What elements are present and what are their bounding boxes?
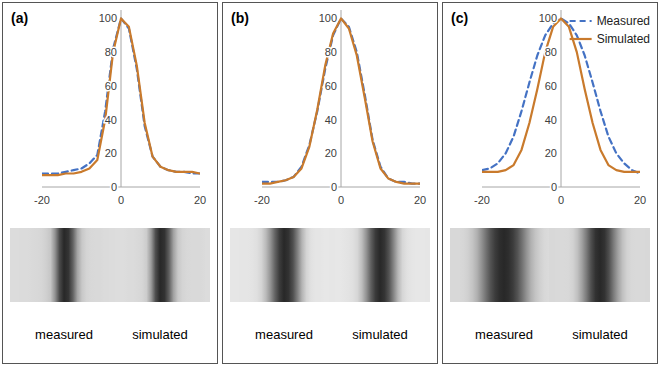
y-tick-label: 40 bbox=[105, 114, 117, 126]
stripe-image bbox=[19, 228, 109, 302]
panel: 0 20 40 60 80 100 -20 0 20 (a) measured simulated bbox=[3, 3, 218, 364]
x-tick-label: 0 bbox=[338, 194, 344, 206]
image-label: measured bbox=[255, 327, 313, 342]
y-tick-label: 80 bbox=[545, 46, 557, 58]
legend-swatch bbox=[570, 20, 592, 22]
x-tick-label: 0 bbox=[118, 194, 124, 206]
stripe-image bbox=[459, 228, 549, 302]
stripe-image bbox=[555, 228, 645, 302]
y-tick-label: 0 bbox=[111, 181, 117, 193]
y-tick-label: 20 bbox=[105, 147, 117, 159]
legend-label: Measured bbox=[597, 14, 650, 28]
x-tick-label: -20 bbox=[254, 194, 270, 206]
image-label: measured bbox=[35, 327, 93, 342]
x-tick-label: 20 bbox=[634, 194, 646, 206]
figure: 0 20 40 60 80 100 -20 0 20 (a) measured simulated 0 2… bbox=[0, 0, 664, 367]
x-tick-label: 20 bbox=[194, 194, 206, 206]
image-label: simulated bbox=[132, 327, 188, 342]
y-tick-label: 60 bbox=[105, 80, 117, 92]
image-background bbox=[450, 228, 650, 302]
y-axis bbox=[561, 10, 562, 187]
image-label: simulated bbox=[352, 327, 408, 342]
legend: Measured Simulated bbox=[570, 14, 650, 46]
image-label: measured bbox=[475, 327, 533, 342]
panel-label: (c) bbox=[451, 10, 468, 26]
y-tick-label: 60 bbox=[325, 80, 337, 92]
panel: 0 20 40 60 80 100 -20 0 20 (b) measured simulated bbox=[223, 3, 438, 364]
panel-frame bbox=[3, 3, 218, 364]
y-tick-label: 20 bbox=[545, 147, 557, 159]
series-line bbox=[262, 18, 420, 183]
stripe-image bbox=[115, 228, 205, 302]
y-tick-label: 0 bbox=[551, 181, 557, 193]
image-label: simulated bbox=[572, 327, 628, 342]
y-tick-label: 80 bbox=[325, 46, 337, 58]
y-tick-label: 60 bbox=[545, 80, 557, 92]
y-axis bbox=[121, 10, 122, 187]
y-tick-label: 40 bbox=[545, 114, 557, 126]
legend-label: Simulated bbox=[597, 32, 650, 46]
series-line bbox=[42, 18, 200, 175]
panel: 0 20 40 60 80 100 -20 0 20 (c) Measured Simulated me… bbox=[443, 3, 658, 364]
x-tick-label: -20 bbox=[474, 194, 490, 206]
y-tick-label: 100 bbox=[99, 12, 117, 24]
stripe-image bbox=[239, 228, 329, 302]
panel-label: (b) bbox=[231, 10, 249, 26]
y-tick-label: 0 bbox=[331, 181, 337, 193]
panel-frame bbox=[223, 3, 438, 364]
image-background bbox=[230, 228, 430, 302]
y-tick-label: 40 bbox=[325, 114, 337, 126]
plot-lines bbox=[42, 18, 200, 175]
y-tick-label: 80 bbox=[105, 46, 117, 58]
y-tick-label: 20 bbox=[325, 147, 337, 159]
legend-swatch bbox=[570, 38, 592, 40]
x-tick-label: 0 bbox=[558, 194, 564, 206]
panel-frame bbox=[443, 3, 658, 364]
series-line bbox=[42, 18, 200, 173]
y-axis bbox=[341, 10, 342, 187]
x-tick-label: -20 bbox=[34, 194, 50, 206]
y-tick-label: 100 bbox=[539, 12, 557, 24]
stripe-image bbox=[335, 228, 425, 302]
x-tick-label: 20 bbox=[414, 194, 426, 206]
y-tick-label: 100 bbox=[319, 12, 337, 24]
panel-label: (a) bbox=[11, 10, 28, 26]
plot-lines bbox=[262, 18, 420, 183]
image-background bbox=[10, 228, 210, 302]
series-line bbox=[262, 18, 420, 183]
